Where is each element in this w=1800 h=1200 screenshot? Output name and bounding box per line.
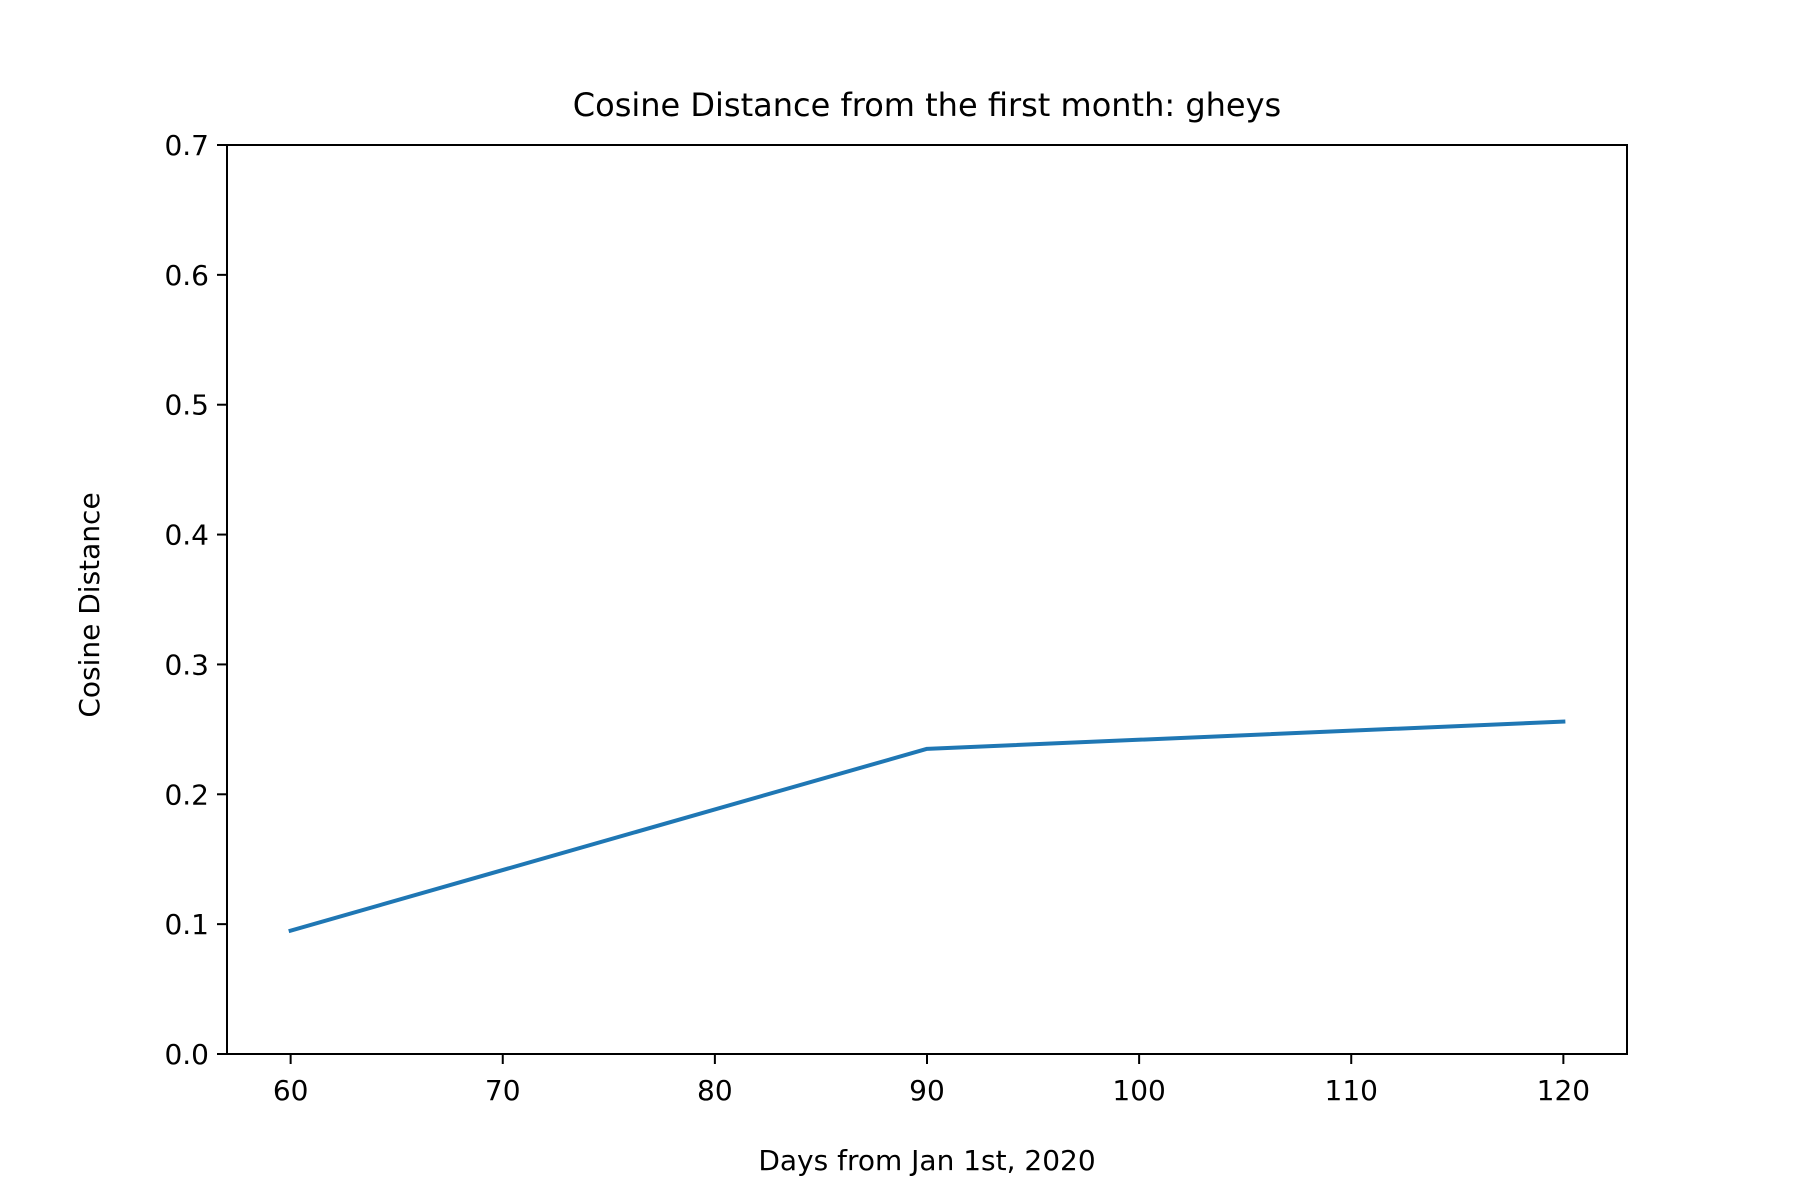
- x-tick-label: 60: [273, 1074, 309, 1107]
- x-tick-label: 100: [1112, 1074, 1165, 1107]
- y-tick-label: 0.5: [164, 389, 209, 422]
- y-tick-label: 0.1: [164, 908, 209, 941]
- chart-title: Cosine Distance from the first month: gh…: [573, 86, 1281, 124]
- x-tick-label: 70: [485, 1074, 521, 1107]
- x-tick-label: 120: [1537, 1074, 1590, 1107]
- y-tick-label: 0.6: [164, 259, 209, 292]
- x-tick-label: 110: [1325, 1074, 1378, 1107]
- y-tick-label: 0.7: [164, 129, 209, 162]
- series-line-0: [288, 719, 1566, 934]
- x-axis-label: Days from Jan 1st, 2020: [758, 1144, 1095, 1177]
- y-tick-label: 0.3: [164, 648, 209, 681]
- plot-area: 60 70 80 90 100 110 120 0.0 0.1 0.2 0.3 0.4 0.5 0.6 0.…: [164, 129, 1628, 1107]
- y-tick-label: 0.0: [164, 1038, 209, 1071]
- x-tick-label: 90: [909, 1074, 945, 1107]
- y-tick-label: 0.4: [164, 519, 209, 552]
- y-tick-label: 0.2: [164, 778, 209, 811]
- x-tick-label: 80: [697, 1074, 733, 1107]
- y-axis-label: Cosine Distance: [73, 492, 106, 717]
